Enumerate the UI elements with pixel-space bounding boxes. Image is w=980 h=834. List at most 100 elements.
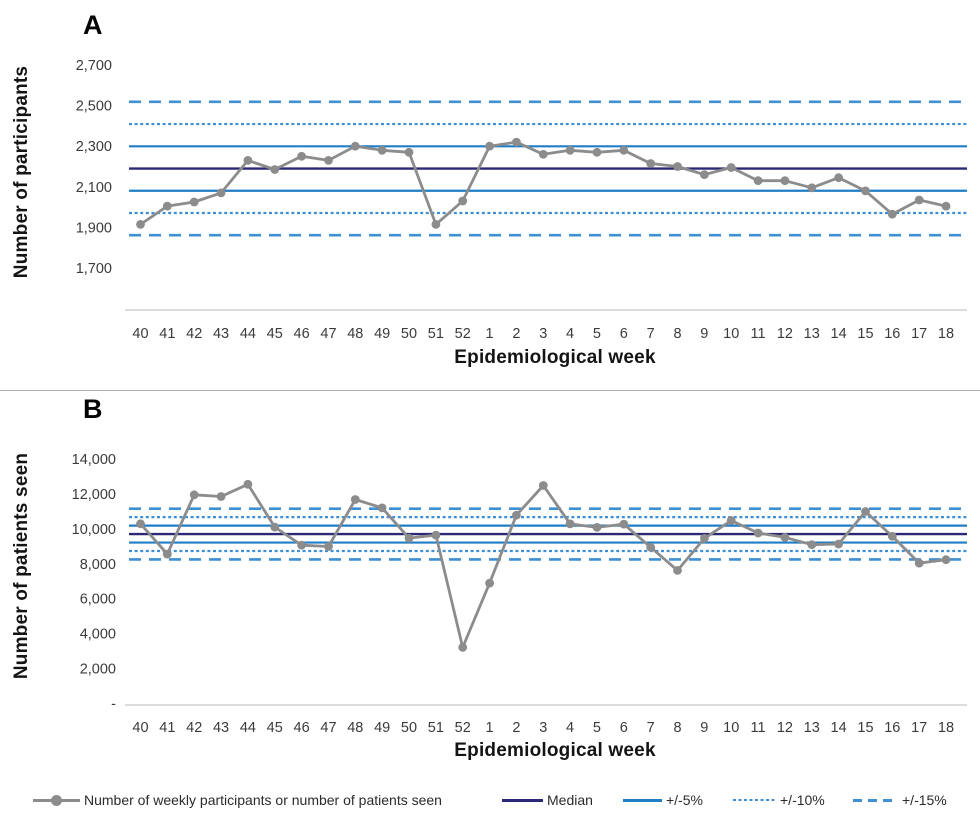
data-point-marker (162, 201, 172, 211)
y-tick-label: 12,000 (72, 487, 116, 503)
x-tick-label: 43 (213, 326, 229, 342)
x-tick-label: 12 (777, 326, 793, 342)
x-tick-label: 16 (884, 720, 900, 736)
x-tick-label: 47 (320, 326, 336, 342)
panel-B-data-markers (136, 479, 951, 652)
x-tick-label: 51 (428, 326, 444, 342)
panel-B-plot: 14,00012,00010,0008,0006,0004,0002,000-4… (72, 452, 967, 736)
y-tick-label: 2,500 (76, 99, 112, 115)
x-tick-label: 8 (673, 720, 681, 736)
x-tick-label: 8 (673, 326, 681, 342)
data-point-marker (941, 555, 951, 565)
data-point-marker (565, 145, 575, 155)
x-tick-label: 50 (401, 326, 417, 342)
x-tick-label: 15 (857, 326, 873, 342)
legend-label-5pct: +/-5% (666, 792, 703, 808)
legend-label-15pct: +/-15% (902, 792, 947, 808)
legend-item-5pct: +/-5% (623, 786, 703, 814)
x-tick-label: 1 (486, 720, 494, 736)
data-point-marker (726, 163, 736, 172)
data-point-marker (216, 492, 226, 501)
x-tick-label: 52 (455, 720, 471, 736)
dashed-line-icon (853, 798, 898, 802)
x-tick-label: 3 (539, 720, 547, 736)
x-tick-label: 42 (186, 326, 202, 342)
data-point-marker (807, 183, 817, 193)
data-point-marker (485, 578, 494, 588)
data-point-marker (162, 549, 172, 559)
x-tick-label: 48 (347, 720, 363, 736)
y-tick-label: 1,900 (76, 220, 112, 236)
x-tick-label: 3 (539, 326, 547, 342)
panel-A-data-markers (136, 137, 951, 229)
data-point-marker (404, 533, 414, 543)
x-tick-label: 40 (132, 326, 148, 342)
x-tick-label: 51 (428, 720, 444, 736)
panel-a-x-axis-title: Epidemiological week (454, 347, 656, 368)
panel-A-x-ticks: 40 41 42 43 44 45 46 47 48 49 50 51 52 1 2 3 4 5 6 7 8 9 10 11 1… (132, 326, 954, 342)
legend-label-median: Median (547, 792, 593, 808)
panel-B-data-line (139, 482, 947, 649)
data-point-marker (565, 519, 575, 529)
data-point-marker (485, 141, 494, 151)
x-tick-label: 44 (240, 720, 256, 736)
data-point-marker (297, 151, 306, 161)
data-point-marker (592, 147, 602, 157)
data-point-marker (350, 141, 360, 151)
x-tick-label: 45 (267, 720, 283, 736)
x-tick-label: 1 (486, 326, 494, 342)
series-line-marker-icon (33, 794, 80, 806)
legend-item-median: Median (502, 786, 593, 814)
x-tick-label: 5 (593, 720, 601, 736)
x-tick-label: 13 (804, 326, 820, 342)
data-point-marker (270, 522, 280, 532)
data-point-marker (136, 220, 145, 229)
x-tick-label: 49 (374, 326, 390, 342)
y-tick-label: 14,000 (72, 452, 116, 468)
y-tick-label: 2,000 (80, 662, 116, 678)
data-point-marker (861, 186, 870, 196)
y-tick-label: 10,000 (72, 522, 116, 538)
x-tick-label: 10 (723, 326, 739, 342)
median-line-icon (502, 798, 543, 802)
panel-b-y-axis-title: Number of patients seen (11, 452, 32, 680)
x-tick-label: 49 (374, 720, 390, 736)
data-point-marker (297, 540, 306, 550)
data-point-marker (404, 147, 414, 157)
data-point-marker (538, 481, 548, 490)
data-point-marker (646, 542, 656, 552)
x-tick-label: 7 (647, 326, 655, 342)
data-point-marker (619, 519, 629, 529)
x-tick-label: 5 (593, 326, 601, 342)
x-tick-label: 18 (938, 720, 954, 736)
data-point-marker (189, 490, 199, 500)
data-point-marker (834, 539, 843, 549)
legend-label-10pct: +/-10% (780, 792, 825, 808)
data-point-marker (270, 165, 280, 174)
data-point-marker (324, 156, 333, 165)
data-point-marker (726, 516, 736, 525)
data-point-marker (700, 534, 709, 543)
x-tick-label: 7 (647, 720, 655, 736)
legend-item-10pct: +/-10% (733, 786, 825, 814)
data-point-marker (807, 540, 817, 550)
x-tick-label: 14 (831, 720, 847, 736)
data-point-marker (887, 209, 897, 219)
x-tick-label: 45 (267, 326, 283, 342)
dotted-line-icon (733, 799, 776, 801)
panel-b-x-axis-title: Epidemiological week (454, 740, 656, 761)
data-point-marker (753, 528, 763, 538)
x-tick-label: 9 (700, 326, 708, 342)
x-tick-label: 41 (159, 720, 175, 736)
data-point-marker (377, 503, 387, 513)
x-tick-label: 52 (455, 326, 471, 342)
data-point-marker (780, 533, 790, 542)
x-tick-label: 11 (751, 326, 766, 342)
panel-A-y-ticks: 2,700 2,500 2,300 2,100 1,900 1,700 (76, 58, 112, 277)
data-point-marker (700, 170, 709, 180)
data-point-marker (324, 542, 333, 551)
data-point-marker (887, 531, 897, 541)
y-tick-label: 6,000 (80, 592, 116, 608)
